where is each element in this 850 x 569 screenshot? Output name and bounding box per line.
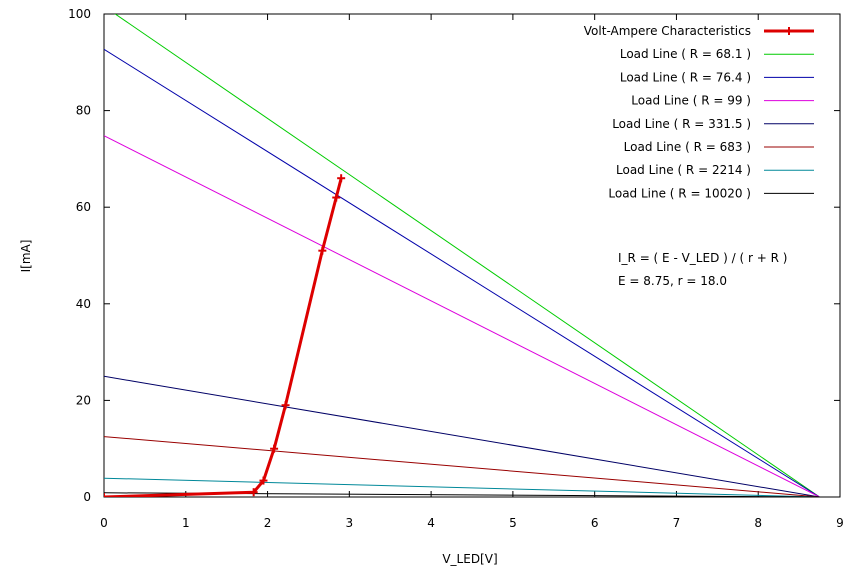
- plot-border: [103, 13, 841, 498]
- series-line-0: [104, 177, 343, 497]
- x-tick-label: 3: [346, 516, 354, 530]
- series-clip-group: [104, 14, 820, 497]
- series-layer: [104, 14, 820, 497]
- y-tick-label: 40: [76, 297, 91, 311]
- x-tick-label: 6: [591, 516, 599, 530]
- x-axis-label: V_LED[V]: [442, 552, 497, 566]
- y-tick-label: 80: [76, 104, 91, 118]
- annotation-text: E = 8.75, r = 18.0: [618, 274, 727, 288]
- legend-label: Load Line ( R = 76.4 ): [620, 70, 751, 84]
- legend-label: Load Line ( R = 683 ): [624, 140, 751, 154]
- legend-label: Load Line ( R = 331.5 ): [612, 117, 751, 131]
- annotation-text: I_R = ( E - V_LED ) / ( r + R ): [618, 251, 787, 265]
- x-tick-label: 8: [754, 516, 762, 530]
- y-tick-label: 60: [76, 200, 91, 214]
- x-tick-label: 9: [836, 516, 844, 530]
- series-line-6: [104, 477, 820, 497]
- y-axis-label: I[mA]: [19, 240, 33, 273]
- legend-label: Volt-Ampere Characteristics: [584, 24, 751, 38]
- legend-label: Load Line ( R = 99 ): [631, 94, 751, 108]
- x-tick-label: 4: [427, 516, 435, 530]
- plot-frame: [103, 13, 841, 498]
- annotations: I_R = ( E - V_LED ) / ( r + R ) E = 8.75,…: [618, 251, 787, 288]
- x-tick-label: 2: [264, 516, 272, 530]
- series-line-4: [104, 375, 820, 497]
- legend-label: Load Line ( R = 2214 ): [616, 163, 751, 177]
- y-tick-label: 0: [83, 490, 91, 504]
- series-line-5: [104, 436, 820, 497]
- series-line-1: [114, 14, 820, 497]
- x-tick-label: 0: [100, 516, 108, 530]
- legend: Volt-Ampere Characteristics Load Line ( R…: [584, 24, 814, 200]
- legend-label: Load Line ( R = 10020 ): [608, 186, 751, 200]
- y-tick-label: 100: [68, 7, 91, 21]
- x-tick-label: 7: [673, 516, 681, 530]
- series-line-2: [104, 48, 820, 497]
- x-tick-label: 1: [182, 516, 190, 530]
- legend-label: Load Line ( R = 68.1 ): [620, 47, 751, 61]
- series-line-3: [104, 135, 820, 497]
- axis-ticks: 0 1 2 3 4 5 6 7 8 9 0 20 40 60 80 100: [68, 7, 844, 530]
- y-tick-label: 20: [76, 393, 91, 407]
- x-tick-label: 5: [509, 516, 517, 530]
